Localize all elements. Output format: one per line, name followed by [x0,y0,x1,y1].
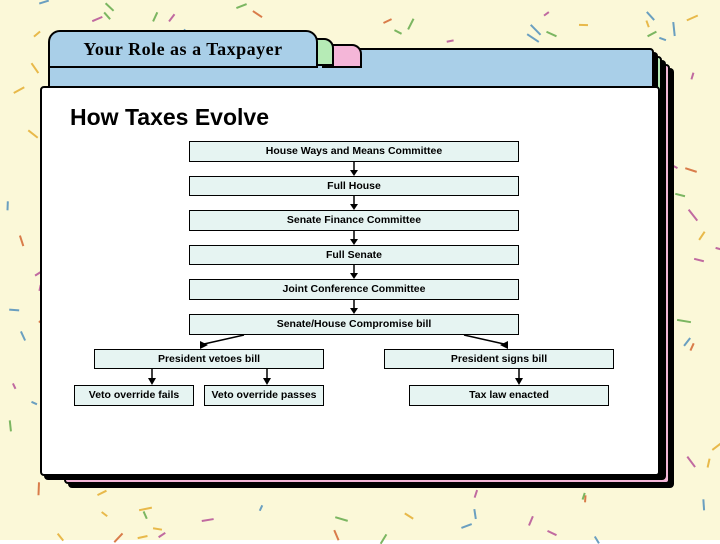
flow-step-4: Full Senate [189,245,519,266]
arrow-icon [262,369,272,385]
leaf-tax-enacted: Tax law enacted [409,385,609,406]
arrow-icon [74,162,634,176]
arrow-icon [454,335,514,349]
branch-left-box: President vetoes bill [94,349,324,370]
arrow-icon [74,196,634,210]
folder-title-text: Your Role as a Taxpayer [83,39,282,60]
folder-title-tab: Your Role as a Taxpayer [48,30,318,68]
branch-arrows [74,335,634,349]
leaf-veto-passes: Veto override passes [204,385,324,406]
leaf-row: Veto override fails Veto override passes… [74,385,634,406]
content-area: How Taxes Evolve House Ways and Means Co… [40,86,660,476]
flow-step-3: Senate Finance Committee [189,210,519,231]
arrow-icon [147,369,157,385]
branch-row: President vetoes bill President signs bi… [94,349,614,370]
branch-right-box: President signs bill [384,349,614,370]
leaf-arrows [74,369,634,385]
page-title: How Taxes Evolve [70,104,638,131]
arrow-icon [74,265,634,279]
arrow-icon [514,369,524,385]
flow-step-5: Joint Conference Committee [189,279,519,300]
leaf-veto-fails: Veto override fails [74,385,194,406]
flow-step-1: House Ways and Means Committee [189,141,519,162]
flowchart: House Ways and Means Committee Full Hous… [74,141,634,406]
flow-step-6: Senate/House Compromise bill [189,314,519,335]
arrow-icon [194,335,254,349]
flow-step-2: Full House [189,176,519,197]
arrow-icon [74,300,634,314]
arrow-icon [74,231,634,245]
